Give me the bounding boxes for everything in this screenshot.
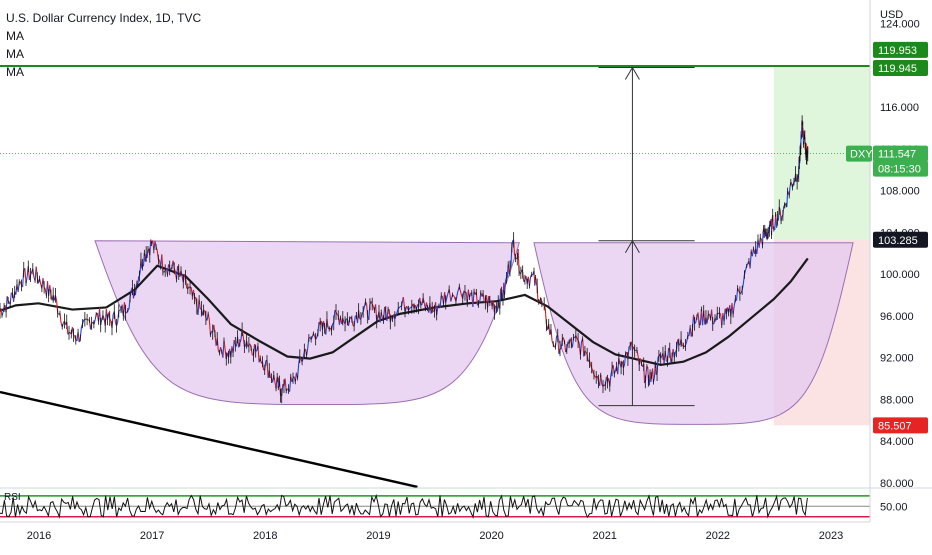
- x-tick-label: 2018: [253, 530, 277, 542]
- y-tick-label: 96.000: [880, 311, 914, 323]
- x-tick-label: 2022: [706, 530, 730, 542]
- y-tick-label: 124.000: [880, 19, 920, 31]
- rsi-tick-label: 50.00: [880, 501, 908, 513]
- price-badge-text-target: 119.945: [878, 63, 917, 75]
- y-tick-label: 92.000: [880, 353, 914, 365]
- price-badge-text-countdown: 08:15:30: [878, 164, 921, 176]
- y-tick-label: 80.000: [880, 478, 914, 490]
- long-trendline: [0, 392, 417, 487]
- chart-legend: U.S. Dollar Currency Index, 1D, TVC MA M…: [6, 9, 201, 81]
- price-badge-text-current: 111.547: [878, 149, 916, 161]
- y-tick-label: 84.000: [880, 436, 914, 448]
- indicator-label-ma-1[interactable]: MA: [6, 27, 201, 45]
- y-tick-label: 116.000: [880, 102, 919, 114]
- x-tick-label: 2016: [27, 530, 51, 542]
- x-tick-label: 2017: [140, 530, 164, 542]
- price-badge-text-stop: 85.507: [878, 420, 912, 432]
- indicator-label-ma-2[interactable]: MA: [6, 45, 201, 63]
- chart-title: U.S. Dollar Currency Index, 1D, TVC: [6, 9, 201, 27]
- y-tick-label: 108.000: [880, 186, 920, 198]
- indicator-label-ma-3[interactable]: MA: [6, 63, 201, 81]
- y-tick-label: 100.000: [880, 269, 920, 281]
- price-badge-text-entry: 103.285: [878, 235, 918, 247]
- x-tick-label: 2019: [366, 530, 390, 542]
- x-tick-label: 2021: [592, 530, 616, 542]
- x-tick-label: 2023: [819, 530, 843, 542]
- x-tick-label: 2020: [479, 530, 503, 542]
- symbol-badge-text: DXY: [850, 149, 873, 161]
- rsi-label: RSI: [4, 492, 21, 503]
- y-tick-label: 88.000: [880, 394, 914, 406]
- price-badge-text-target: 119.953: [878, 45, 917, 57]
